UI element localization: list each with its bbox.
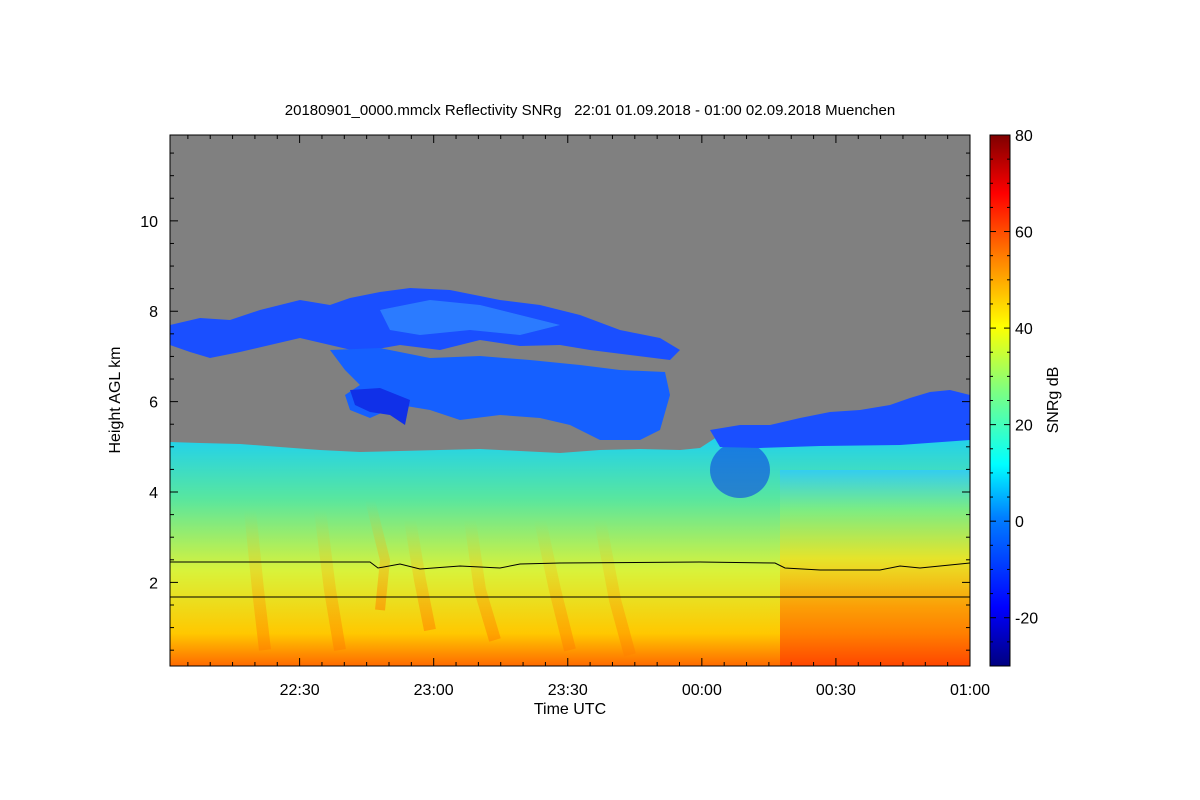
x-axis: 22:30 23:00 23:30 00:00 00:30 01:00 (187, 135, 990, 699)
y-tick-label: 4 (149, 485, 158, 502)
colorbar-tick-label: 60 (1015, 225, 1033, 242)
x-tick-label: 00:30 (816, 682, 856, 699)
x-tick-label: 23:30 (548, 682, 588, 699)
chart-title: 20180901_0000.mmclx Reflectivity SNRg 22… (285, 102, 895, 119)
x-axis-label: Time UTC (534, 701, 606, 718)
colorbar-tick-label: 20 (1015, 418, 1033, 435)
colorbar-tick-label: 40 (1015, 321, 1033, 338)
reference-lines (170, 561, 970, 598)
colorbar-tick-label: 80 (1015, 128, 1033, 145)
upper-cloud (170, 288, 970, 448)
y-tick-label: 8 (149, 304, 158, 321)
x-tick-label: 01:00 (950, 682, 990, 699)
plot-area (170, 135, 970, 666)
colorbar-label: SNRg dB (1045, 367, 1062, 434)
fall-streaks (244, 498, 636, 657)
colorbar-tick-label: 0 (1015, 514, 1024, 531)
colorbar-tick-label: -20 (1015, 611, 1038, 628)
x-tick-label: 00:00 (682, 682, 722, 699)
y-axis-label: Height AGL km (107, 346, 124, 453)
plot-frame (169, 134, 971, 667)
y-tick-label: 6 (149, 395, 158, 412)
y-axis: 2 4 6 8 10 (140, 152, 970, 651)
x-tick-label: 23:00 (414, 682, 454, 699)
colorbar: -20 0 20 40 60 80 SNRg dB (989, 128, 1062, 667)
x-tick-label: 22:30 (280, 682, 320, 699)
y-tick-label: 2 (149, 575, 158, 592)
colorbar-ticks: -20 0 20 40 60 80 (990, 128, 1038, 667)
y-tick-label: 10 (140, 214, 158, 231)
low-cloud-layer (170, 395, 970, 666)
